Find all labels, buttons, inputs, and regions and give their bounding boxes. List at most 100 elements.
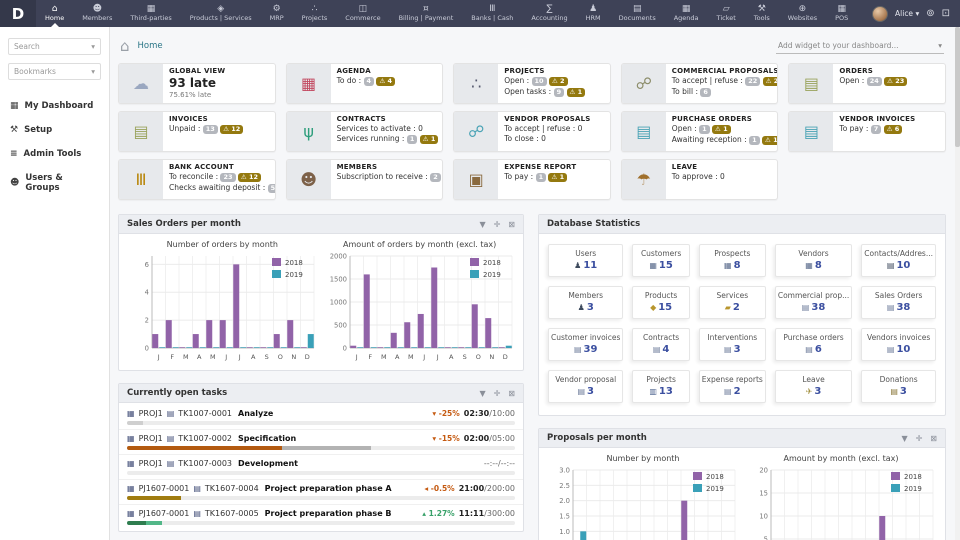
task-link[interactable]: TK1607-0004 [204, 484, 259, 493]
count-badge[interactable]: 23 [220, 173, 236, 182]
breadcrumb-home-link[interactable]: Home [137, 41, 163, 51]
project-link[interactable]: PJ1607-0001 [138, 509, 190, 518]
kpi-leave[interactable]: ☂ LEAVE To approve : 0 [620, 159, 779, 200]
count-badge[interactable]: 7 [870, 125, 882, 134]
kpi-invoices[interactable]: ▤ INVOICES Unpaid : 13 ⚠ 12 [118, 111, 276, 152]
bookmarks-select[interactable]: Bookmarks ▾ [8, 63, 101, 80]
count-badge[interactable]: 5 [267, 184, 275, 193]
stat-leave[interactable]: Leave ✈ 3 [774, 370, 853, 403]
count-badge[interactable]: 1 [406, 135, 418, 144]
count-badge[interactable]: 9 [553, 88, 565, 97]
bug-report-icon[interactable]: ⊚ [926, 8, 935, 19]
nav-item-billing-payment[interactable]: ¤ Billing | Payment [398, 4, 454, 22]
project-link[interactable]: PROJ1 [138, 459, 163, 468]
count-badge[interactable]: 24 [866, 77, 882, 86]
warning-badge[interactable]: ⚠ 4 [376, 77, 396, 86]
nav-item-documents[interactable]: ▤ Documents [618, 4, 656, 22]
nav-item-mrp[interactable]: ⚙ MRP [269, 4, 284, 22]
warning-badge[interactable]: ⚠ 1 [566, 88, 586, 97]
search-input[interactable]: Search ▾ [8, 38, 101, 55]
stat-prospects[interactable]: Prospects ▦ 8 [698, 244, 766, 277]
kpi-orders[interactable]: ▤ ORDERS Open : 24 ⚠ 23 [788, 63, 946, 104]
sidebar-item-admin-tools[interactable]: ≡ Admin Tools [10, 149, 82, 159]
kpi-agenda[interactable]: ▦ AGENDA To do : 4 ⚠ 4 [285, 63, 444, 104]
count-badge[interactable]: 2 [430, 173, 441, 182]
warning-badge[interactable]: ⚠ 6 [883, 125, 903, 134]
stat-members[interactable]: Members ♟ 3 [548, 286, 624, 319]
warning-badge[interactable]: ⚠ 1 [712, 125, 731, 134]
stat-vendors-invoices[interactable]: Vendors invoices ▤ 10 [861, 328, 936, 361]
task-link[interactable]: TK1607-0005 [204, 509, 259, 518]
sidebar-item-setup[interactable]: ⚒ Setup [10, 125, 53, 135]
nav-item-third-parties[interactable]: ▦ Third-parties [130, 4, 172, 22]
user-menu[interactable]: Alice ▾ [895, 9, 920, 18]
nav-item-accounting[interactable]: ∑ Accounting [531, 4, 568, 22]
task-progress-bar[interactable] [127, 471, 515, 475]
nav-item-ticket[interactable]: ▱ Ticket [716, 4, 736, 22]
add-widget-select[interactable]: Add widget to your dashboard... ▾ [776, 38, 944, 54]
warning-badge[interactable]: ⚠ 1 [548, 173, 568, 182]
count-badge[interactable]: 10 [531, 77, 547, 86]
task-progress-bar[interactable] [127, 421, 515, 425]
filter-icon[interactable]: ▼ [901, 433, 908, 443]
count-badge[interactable]: 13 [202, 125, 218, 134]
close-icon[interactable]: ⊠ [508, 388, 515, 398]
move-icon[interactable]: ✛ [493, 388, 501, 398]
warning-badge[interactable]: ⚠ 12 [220, 125, 244, 134]
warning-badge[interactable]: ⚠ 2 [548, 77, 568, 86]
task-link[interactable]: TK1007-0002 [178, 434, 233, 443]
nav-item-websites[interactable]: ⊕ Websites [787, 4, 818, 22]
nav-item-projects[interactable]: ∴ Projects [301, 4, 328, 22]
print-icon[interactable]: ⊡ [941, 8, 950, 19]
warning-badge[interactable]: ⚠ 1 [761, 136, 778, 145]
nav-item-members[interactable]: ☻ Members [82, 4, 113, 22]
filter-icon[interactable]: ▼ [479, 388, 486, 398]
stat-sales-orders[interactable]: Sales Orders ▤ 38 [861, 286, 936, 319]
nav-item-agenda[interactable]: ▦ Agenda [673, 4, 699, 22]
kpi-expense-report[interactable]: ▣ EXPENSE REPORT To pay : 1 ⚠ 1 [453, 159, 611, 200]
count-badge[interactable]: 6 [700, 88, 711, 97]
count-badge[interactable]: 1 [535, 173, 547, 182]
count-badge[interactable]: 1 [699, 125, 710, 134]
stat-purchase-orders[interactable]: Purchase orders ▤ 6 [774, 328, 853, 361]
task-progress-bar[interactable] [127, 446, 515, 450]
stat-projects[interactable]: Projects ▥ 13 [632, 370, 690, 403]
stat-contacts-addres-[interactable]: Contacts/Addres... ▤ 10 [861, 244, 936, 277]
kpi-bank-account[interactable]: Ⅲ BANK ACCOUNT To reconcile : 23 ⚠ 12 Chec… [118, 159, 276, 200]
kpi-vendor-proposals[interactable]: ☍ VENDOR PROPOSALS To accept | refuse : 0… [453, 111, 611, 152]
task-progress-bar[interactable] [127, 496, 515, 500]
count-badge[interactable]: 4 [363, 77, 375, 86]
close-icon[interactable]: ⊠ [930, 433, 937, 443]
warning-badge[interactable]: ⚠ 1 [419, 135, 439, 144]
move-icon[interactable]: ✛ [915, 433, 923, 443]
stat-customer-invoices[interactable]: Customer invoices ▤ 39 [548, 328, 624, 361]
stat-services[interactable]: Services ▰ 2 [698, 286, 766, 319]
dolibarr-logo[interactable]: D [0, 0, 36, 27]
task-link[interactable]: TK1007-0001 [178, 409, 233, 418]
kpi-global-view[interactable]: ☁ GLOBAL VIEW 93 late 75.61% late [118, 63, 276, 104]
project-link[interactable]: PROJ1 [138, 409, 163, 418]
filter-icon[interactable]: ▼ [479, 219, 486, 229]
sidebar-item-my-dashboard[interactable]: ▦ My Dashboard [10, 101, 94, 111]
count-badge[interactable]: 22 [745, 77, 761, 86]
kpi-contracts[interactable]: ψ CONTRACTS Services to activate : 0 Servi… [285, 111, 444, 152]
count-badge[interactable]: 1 [749, 136, 760, 145]
stat-commercial-prop-[interactable]: Commercial prop... ▤ 38 [774, 286, 853, 319]
nav-item-commerce[interactable]: ◫ Commerce [345, 4, 381, 22]
nav-item-tools[interactable]: ⚒ Tools [753, 4, 770, 22]
avatar[interactable] [872, 5, 889, 22]
move-icon[interactable]: ✛ [493, 219, 501, 229]
warning-badge[interactable]: ⚠ 23 [884, 77, 908, 86]
stat-vendor-proposal[interactable]: Vendor proposal ▤ 3 [548, 370, 624, 403]
stat-vendors[interactable]: Vendors ▦ 8 [774, 244, 853, 277]
close-icon[interactable]: ⊠ [508, 219, 515, 229]
sidebar-item-users-groups[interactable]: ☻ Users & Groups [10, 173, 63, 193]
kpi-purchase-orders[interactable]: ▤ PURCHASE ORDERS Open : 1 ⚠ 1 Awaiting re… [620, 111, 779, 152]
project-link[interactable]: PROJ1 [138, 434, 163, 443]
stat-users[interactable]: Users ♟ 11 [548, 244, 624, 277]
nav-item-products-services[interactable]: ◈ Products | Services [189, 4, 252, 22]
stat-products[interactable]: Products ◆ 15 [632, 286, 690, 319]
warning-badge[interactable]: ⚠ 12 [237, 173, 262, 182]
stat-customers[interactable]: Customers ▦ 15 [632, 244, 690, 277]
